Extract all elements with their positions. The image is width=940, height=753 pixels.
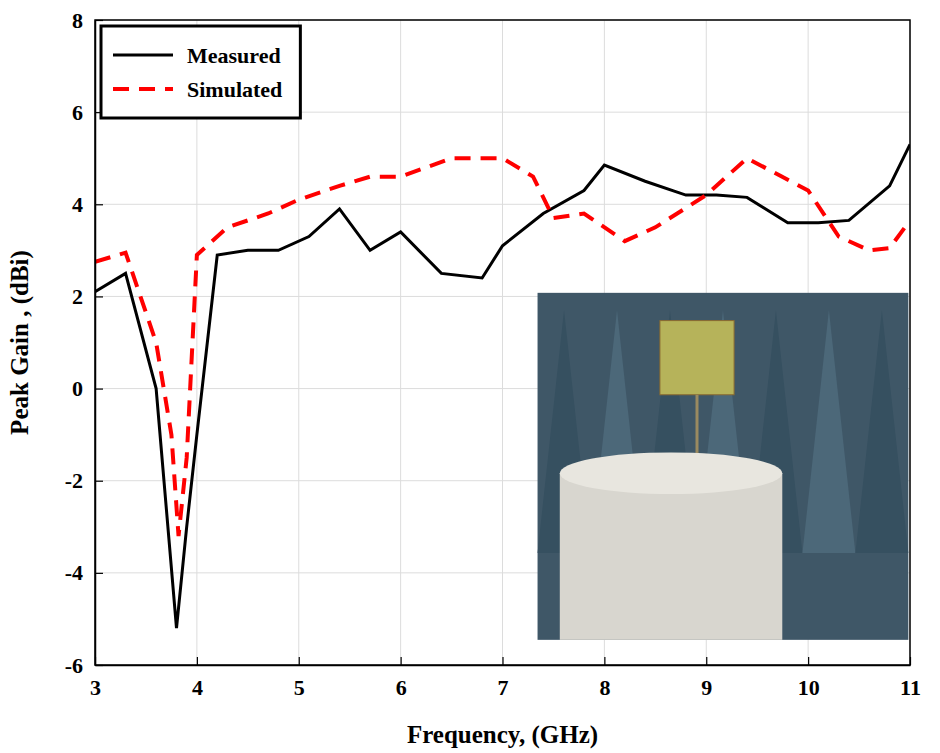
x-tick-mark [197,657,198,665]
y-tick: 0 [72,376,103,401]
y-axis: -6 -4 -2 0 2 4 6 8 [65,8,103,678]
y-tick: -2 [65,468,103,493]
y-tick-mark [95,204,103,205]
y-tick-label: 4 [72,192,83,217]
y-tick-mark [95,388,103,389]
x-tick-label: 3 [90,675,101,700]
x-tick-label: 7 [498,675,509,700]
series-line [95,144,910,628]
x-tick-label: 10 [798,675,820,700]
legend-label: Simulated [187,77,282,102]
series-line [95,158,910,536]
x-axis-title: Frequency, (GHz) [407,721,598,749]
x-tick-label: 4 [192,675,203,700]
x-tick-label: 5 [294,675,305,700]
y-tick-mark [95,573,103,574]
plot-frame [95,20,910,665]
y-tick-label: 2 [72,284,83,309]
legend-label: Measured [187,43,281,68]
legend-swatch [113,54,173,57]
legend: Measured Simulated [101,26,300,118]
y-tick-mark [95,296,103,297]
y-tick: -4 [65,560,103,585]
x-tick-label: 6 [396,675,407,700]
y-tick-label: -6 [65,653,83,678]
x-tick-label: 11 [900,675,921,700]
series-lines [95,144,910,628]
x-tick-mark [706,657,707,665]
x-tick-mark [401,657,402,665]
plot-background [95,20,910,665]
x-tick-mark [604,657,605,665]
y-tick-label: 6 [72,100,83,125]
inset-background [538,293,909,640]
x-axis: 3 4 5 6 7 8 9 10 11 [90,657,921,700]
inset-photo [538,293,909,640]
inset-pedestal [560,473,782,640]
grid-line-x [502,20,503,665]
x-tick: 4 [192,657,203,700]
grid [95,20,910,665]
y-tick-label: -2 [65,468,83,493]
x-tick-mark [299,657,300,665]
x-tick: 5 [294,657,305,700]
x-tick: 7 [498,657,509,700]
y-tick: 6 [72,100,103,125]
inset-absorber [802,310,855,553]
x-tick-mark [502,657,503,665]
x-tick-label: 9 [701,675,712,700]
x-tick: 10 [798,657,820,700]
x-tick-mark [808,657,809,665]
y-axis-title: Peak Gain , (dBi) [6,250,34,435]
x-tick: 8 [599,657,610,700]
y-tick-mark [95,481,103,482]
y-tick: 2 [72,284,103,309]
x-tick: 6 [396,657,407,700]
legend-box [101,26,300,118]
x-tick-label: 8 [599,675,610,700]
y-tick-label: 0 [72,376,83,401]
inset-pedestal-top [560,452,782,494]
grid-line-y [95,204,910,205]
legend-swatch [113,87,173,91]
plot: 3 4 5 6 7 8 9 10 11 -6 -4 -2 0 2 4 6 8 Measured Simulated [65,8,921,700]
grid-line-x [400,20,401,665]
inset-absorber [855,310,908,553]
chart: 3 4 5 6 7 8 9 10 11 -6 -4 -2 0 2 4 6 8 Measured Simulated F… [0,0,940,753]
x-tick: 9 [701,657,712,700]
y-tick-label: -4 [65,560,83,585]
y-tick: 4 [72,192,103,217]
y-tick-label: 8 [72,8,83,33]
inset-antenna [660,321,734,395]
